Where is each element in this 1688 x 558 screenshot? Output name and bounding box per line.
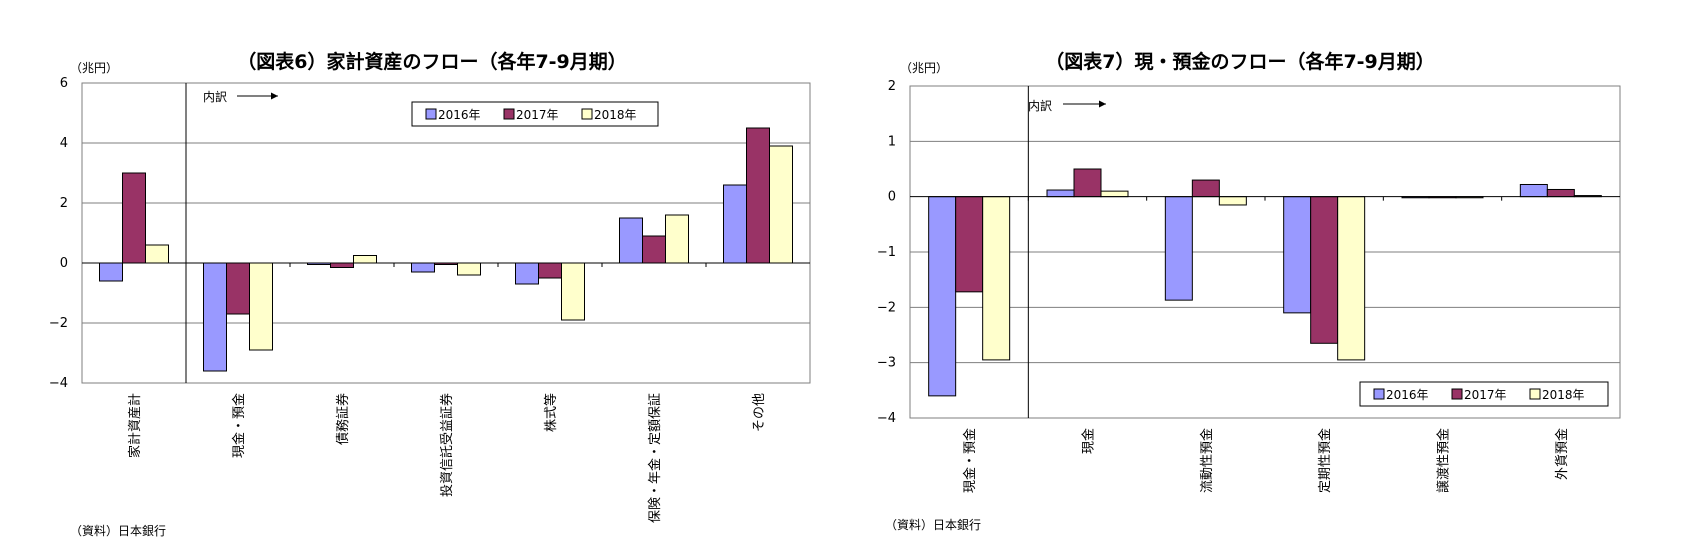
chart-7-title: （図表7）現・預金のフロー（各年7-9月期） — [1045, 50, 1435, 73]
bar-2017年-定期性預金 — [1310, 196, 1339, 344]
category-label: 株式等 — [543, 393, 559, 432]
y-tick-label: 2 — [888, 79, 896, 94]
legend-swatch — [425, 108, 437, 120]
bar-2018年-定期性預金 — [1337, 196, 1366, 361]
chart-6-source: （資料）日本銀行 — [70, 524, 166, 538]
category-label: 現金・預金 — [231, 393, 247, 458]
chart-7-legend: 2016年 2017年 2018年 — [1359, 381, 1609, 407]
bar-2016年-流動性預金 — [1164, 196, 1193, 301]
bar-2016年-現金 — [1046, 189, 1075, 198]
chart-7-unit-label: （兆円） — [900, 61, 948, 75]
category-label: 定期性預金 — [1317, 428, 1333, 493]
category-label: 譲渡性預金 — [1436, 428, 1452, 493]
legend-label: 2016年 — [1386, 388, 1429, 402]
category-label: 流動性預金 — [1199, 428, 1215, 493]
y-tick-label: 0 — [888, 190, 896, 205]
category-label: 債務証券 — [335, 393, 351, 445]
y-tick-label: 6 — [60, 76, 68, 91]
category-label: 投資信託受益証券 — [439, 393, 455, 497]
legend-label: 2016年 — [438, 108, 481, 122]
bar-2018年-流動性預金 — [1218, 196, 1247, 206]
y-tick-label: 4 — [60, 136, 68, 151]
chart-6-unit-label: （兆円） — [70, 61, 118, 75]
bar-2016年-外貨預金 — [1519, 183, 1548, 198]
y-tick-label: 2 — [60, 196, 68, 211]
category-label: 家計資産計 — [127, 393, 143, 458]
y-tick-label: −4 — [49, 376, 68, 391]
chart-7-breakdown-label: 内訳 — [1028, 98, 1052, 113]
legend-label: 2017年 — [516, 108, 559, 122]
bar-2017年-流動性預金 — [1191, 179, 1220, 198]
chart-6-legend: 2016年 2017年 2018年 — [411, 101, 659, 127]
legend-label: 2018年 — [594, 108, 637, 122]
y-tick-label: −2 — [49, 316, 68, 331]
chart-6-breakdown-arrowhead — [271, 92, 278, 100]
category-label: 現金・預金 — [962, 428, 978, 493]
legend-swatch — [1529, 388, 1541, 400]
legend-frame — [411, 101, 659, 127]
y-tick-label: 0 — [60, 256, 68, 271]
legend-label: 2018年 — [1542, 388, 1585, 402]
bar-2018年-現金 — [1100, 190, 1129, 198]
legend-swatch — [503, 108, 515, 120]
bar-2017年-現金 — [1073, 168, 1102, 198]
bar-2018年-現金・預金 — [982, 196, 1011, 361]
bar-2017年-外貨預金 — [1546, 188, 1575, 198]
category-label: 外貨預金 — [1554, 428, 1570, 480]
legend-swatch — [1373, 388, 1385, 400]
category-label: 現金 — [1081, 428, 1097, 454]
bar-2017年-現金・預金 — [955, 196, 984, 293]
y-tick-label: −4 — [877, 411, 896, 426]
y-tick-label: −3 — [877, 356, 896, 371]
chart-7-breakdown-arrowhead — [1099, 100, 1106, 108]
bar-2016年-現金・預金 — [928, 196, 957, 397]
category-label: その他 — [752, 393, 767, 432]
legend-frame — [1359, 381, 1609, 407]
y-tick-label: 1 — [888, 134, 896, 149]
y-tick-label: −1 — [877, 245, 896, 260]
category-label: 保険・年金・定額保証 — [647, 393, 663, 523]
chart-7-source: （資料）日本銀行 — [885, 518, 981, 532]
y-tick-label: −2 — [877, 300, 896, 315]
legend-label: 2017年 — [1464, 388, 1507, 402]
chart-6-breakdown-label: 内訳 — [203, 89, 227, 104]
bar-2016年-定期性預金 — [1283, 196, 1312, 314]
legend-swatch — [581, 108, 593, 120]
chart-6-title: （図表6）家計資産のフロー（各年7-9月期） — [237, 50, 627, 73]
legend-swatch — [1451, 388, 1463, 400]
